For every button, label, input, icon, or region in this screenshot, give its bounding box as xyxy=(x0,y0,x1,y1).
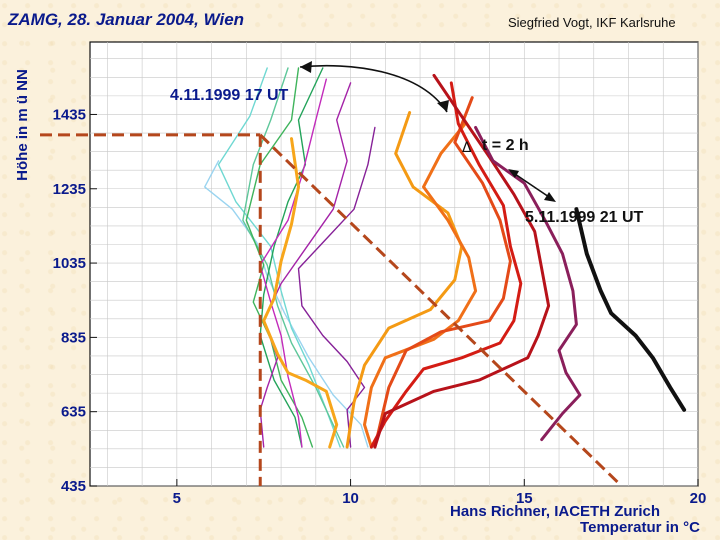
sounding-profile-line xyxy=(259,82,352,448)
y-tick-label: 1235 xyxy=(53,181,86,198)
time-arrow-head-right xyxy=(437,100,449,112)
time-arrow-head-left xyxy=(300,61,312,73)
y-tick-label: 835 xyxy=(61,329,86,346)
x-tick-label: 5 xyxy=(173,490,181,507)
sounding-profile-line xyxy=(369,81,523,449)
interval-label: t = 2 h xyxy=(482,137,529,154)
sounding-profile-line xyxy=(373,96,512,449)
y-tick-label: 1035 xyxy=(53,255,86,272)
sounding-profile-line xyxy=(474,126,582,442)
guides xyxy=(40,133,623,488)
time-arrow-line xyxy=(511,171,553,200)
x-tick-label: 10 xyxy=(342,490,359,507)
header-right-title: Siegfried Vogt, IKF Karlsruhe xyxy=(508,15,676,30)
guide-diagonal-dashed xyxy=(259,133,623,488)
start-time-label: 4.11.1999 17 UT xyxy=(170,87,289,104)
sounding-profile-line xyxy=(297,126,376,448)
series-group xyxy=(203,67,687,449)
x-tick-label: 20 xyxy=(690,490,707,507)
time-arrow-curve xyxy=(299,64,448,113)
sounding-profile-line xyxy=(345,111,464,449)
sounding-profile-line xyxy=(262,137,339,449)
sounding-profile-line xyxy=(245,67,314,448)
y-tick-label: 435 xyxy=(61,478,86,495)
interval-triangle-icon: Δ xyxy=(462,140,472,156)
grid xyxy=(90,42,699,487)
sounding-profile-line xyxy=(242,67,345,448)
x-tick-label: 15 xyxy=(516,490,533,507)
credit-text: Hans Richner, IACETH Zurich xyxy=(450,503,661,520)
time-arrow-line-tail xyxy=(508,169,519,178)
y-tick-label: 1435 xyxy=(53,106,86,123)
y-axis-label: Höhe in m ü NN xyxy=(14,69,31,181)
time-arrow-line-head xyxy=(544,192,556,202)
sounding-profile-line xyxy=(574,207,687,412)
y-tick-label: 635 xyxy=(61,404,86,421)
sounding-profile-line xyxy=(363,122,478,449)
header-left-title: ZAMG, 28. Januar 2004, Wien xyxy=(8,10,245,29)
sounding-profile-line xyxy=(259,67,324,448)
ticks: 5 10 15 20 435 635 835 1035 1235 1435 xyxy=(53,106,707,507)
sounding-profile-line xyxy=(259,78,327,448)
x-axis-label: Temperatur in °C xyxy=(580,519,700,536)
end-time-label: 5.11.1999 21 UT xyxy=(525,209,644,226)
